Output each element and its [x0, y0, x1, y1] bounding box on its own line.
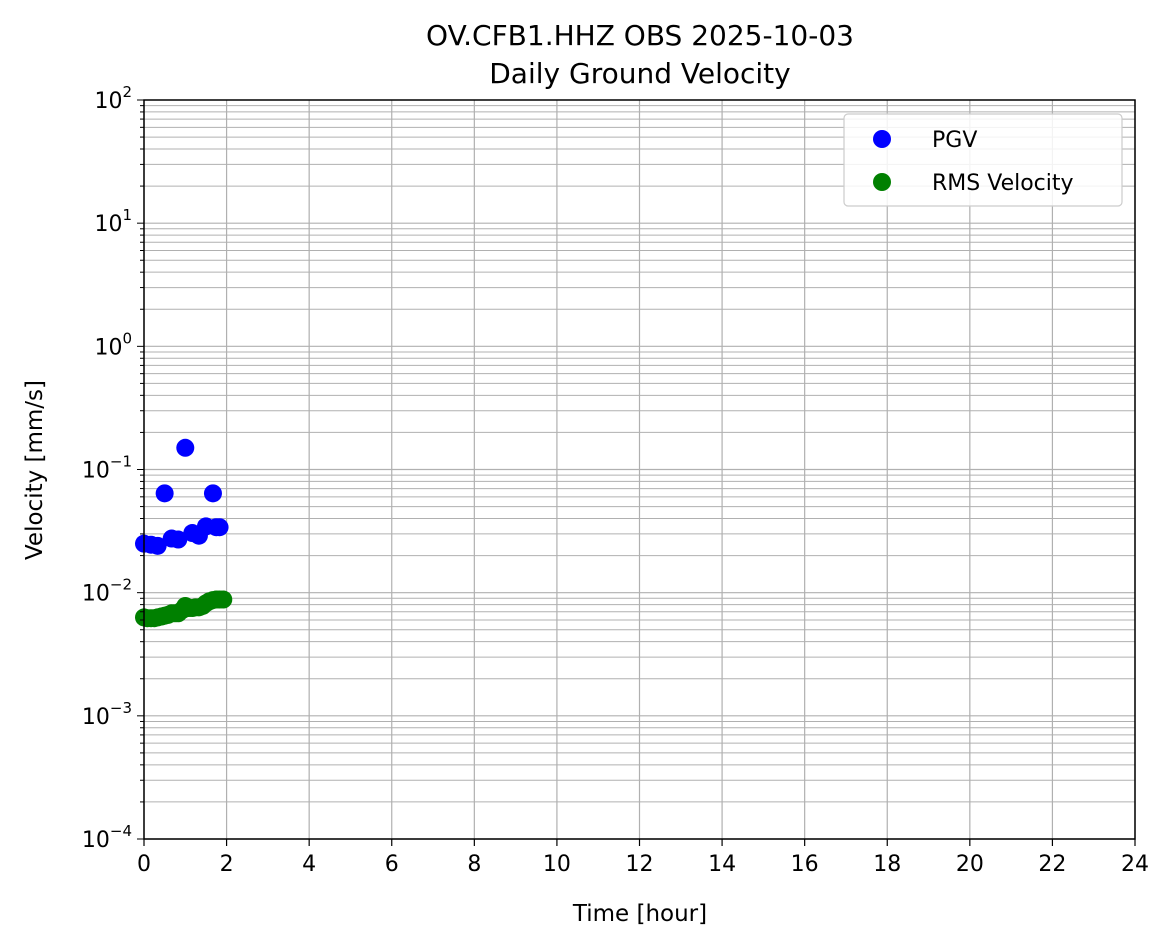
y-axis-label: Velocity [mm/s] — [22, 380, 48, 560]
y-tick-label: 100 — [94, 329, 132, 360]
legend-marker-rms-velocity — [873, 173, 891, 191]
legend-label-rms-velocity: RMS Velocity — [932, 171, 1074, 196]
marker-pgv — [169, 530, 188, 549]
x-tick-label: 18 — [873, 852, 901, 877]
data-markers — [135, 438, 233, 628]
x-axis-label: Time [hour] — [572, 901, 707, 927]
y-tick-label: 10−1 — [82, 453, 132, 484]
marker-pgv — [148, 536, 167, 555]
legend-box — [843, 113, 1123, 207]
chart-subtitle: Daily Ground Velocity — [489, 57, 790, 90]
x-tick-label: 20 — [956, 852, 984, 877]
y-tick-label: 10−4 — [82, 822, 132, 853]
plot-frame — [143, 99, 1136, 840]
y-tick-label: 101 — [94, 206, 132, 237]
marker-pgv — [155, 484, 174, 503]
marker-pgv — [203, 484, 222, 503]
y-tick-label: 102 — [94, 83, 132, 114]
x-tick-label: 16 — [791, 852, 819, 877]
chart-title: OV.CFB1.HHZ OBS 2025-10-03 — [426, 19, 854, 52]
x-tick-label: 0 — [137, 852, 151, 877]
legend: PGV RMS Velocity — [843, 113, 1123, 207]
legend-marker-pgv — [873, 130, 891, 148]
x-tick-label: 6 — [385, 852, 399, 877]
marker-rms-velocity — [214, 590, 233, 609]
axis-ticks: 0 2 4 6 8 10 12 14 16 18 20 22 2410−410−310−210−1100… — [82, 83, 1149, 877]
x-tick-label: 22 — [1038, 852, 1066, 877]
x-tick-label: 14 — [708, 852, 736, 877]
x-tick-label: 24 — [1121, 852, 1149, 877]
x-tick-label: 4 — [302, 852, 316, 877]
y-tick-label: 10−3 — [82, 699, 132, 730]
x-tick-label: 10 — [543, 852, 571, 877]
marker-pgv — [176, 438, 195, 457]
x-tick-label: 12 — [626, 852, 654, 877]
marker-pgv — [210, 518, 229, 537]
x-tick-label: 2 — [220, 852, 234, 877]
x-tick-label: 8 — [467, 852, 481, 877]
y-tick-label: 10−2 — [82, 576, 132, 607]
legend-label-pgv: PGV — [932, 128, 977, 153]
grid-lines — [143, 100, 1136, 840]
